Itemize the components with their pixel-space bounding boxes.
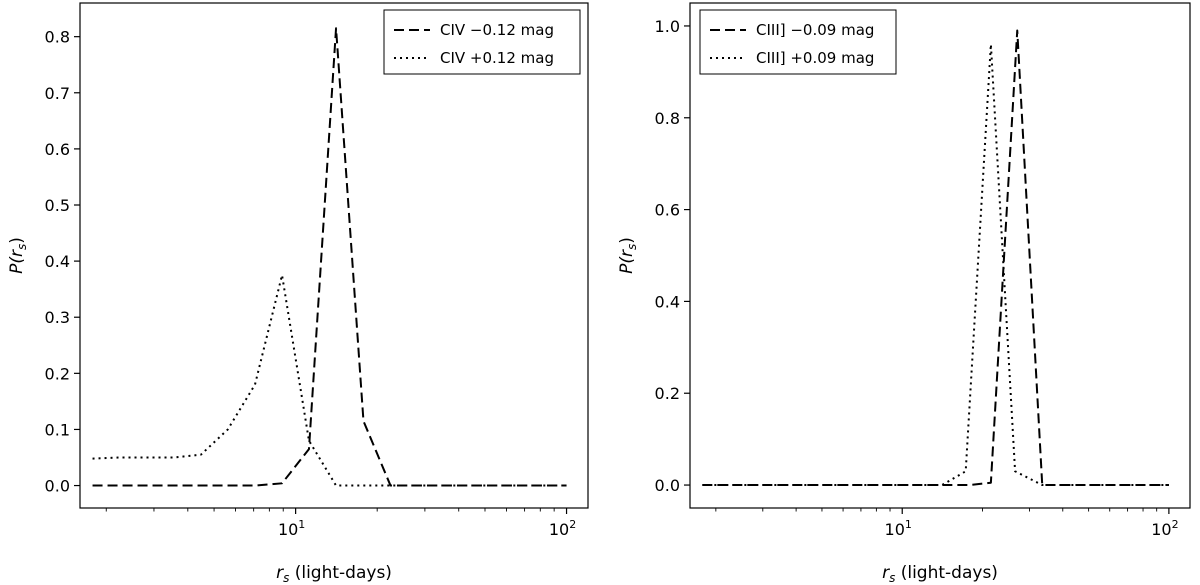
y-axis-label: P(rs)	[617, 237, 639, 274]
y-tick-label: 0.8	[45, 28, 70, 47]
y-tick-label: 0.3	[45, 308, 70, 327]
x-axis-label: rs (light-days)	[276, 563, 392, 585]
y-tick-label: 0.2	[655, 384, 680, 403]
x-axis-label: rs (light-days)	[882, 563, 998, 585]
legend-box	[699, 9, 897, 75]
y-tick-label: 0.2	[45, 364, 70, 383]
legend: CIV −0.12 mag CIV +0.12 mag	[383, 9, 581, 75]
y-tick-label: 0.5	[45, 196, 70, 215]
legend: CIII] −0.09 mag CIII] +0.09 mag	[699, 9, 897, 75]
y-tick-label: 0.0	[45, 477, 70, 496]
plot-frame	[689, 2, 1191, 509]
legend-label-1: CIV −0.12 mag	[440, 21, 554, 39]
x-tick-label: 102	[1151, 518, 1178, 539]
y-axis-label: P(rs)	[7, 237, 29, 274]
y-tick-label: 0.4	[45, 252, 70, 271]
legend-box	[383, 9, 581, 75]
y-tick-label: 0.0	[655, 476, 680, 495]
series-line-2	[92, 274, 567, 487]
legend-label-1: CIII] −0.09 mag	[756, 21, 874, 39]
chart-panel-2: 0.0 0.2 0.4 0.6 0.8 1.0 101 102 rs (light-days) P…	[617, 2, 1191, 585]
x-tick-label: 101	[885, 518, 912, 539]
series-line-2	[702, 43, 1169, 487]
legend-label-2: CIII] +0.09 mag	[756, 49, 874, 67]
y-tick-label: 0.6	[655, 201, 680, 220]
y-tick-label: 0.8	[655, 109, 680, 128]
y-tick-label: 0.6	[45, 140, 70, 159]
series-line-1	[92, 27, 567, 487]
y-tick-label: 0.1	[45, 420, 70, 439]
x-tick-label: 102	[549, 518, 576, 539]
chart-panel-1: 0.0 0.1 0.2 0.3 0.4 0.5 0.6 0.7 0.8 101 102 rs (lig…	[7, 2, 589, 585]
y-tick-label: 0.4	[655, 292, 680, 311]
legend-label-2: CIV +0.12 mag	[440, 49, 554, 67]
plot-frame	[79, 2, 589, 509]
y-tick-label: 1.0	[655, 17, 680, 36]
y-tick-label: 0.7	[45, 84, 70, 103]
series-line-1	[702, 29, 1169, 487]
x-tick-label: 101	[278, 518, 305, 539]
